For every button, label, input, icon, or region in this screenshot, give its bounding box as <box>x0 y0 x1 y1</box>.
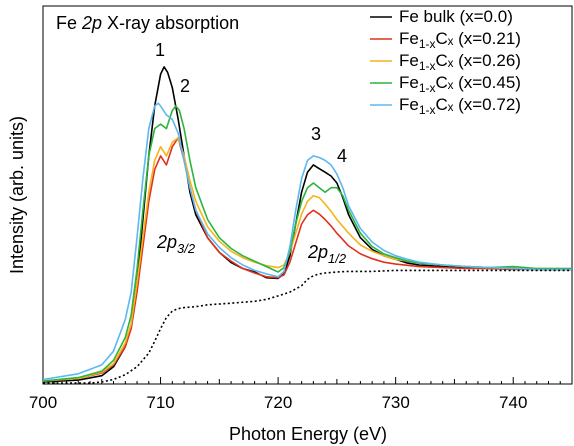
legend-entry-label: Fe1-xCₓ (x=0.45) <box>399 73 521 95</box>
peak-4-label: 4 <box>337 146 347 166</box>
edge-label-2p32: 2p3/2 <box>156 232 196 256</box>
x-tick-label: 730 <box>381 393 409 412</box>
x-axis-ticks: 700 710 720 730 740 <box>29 377 573 412</box>
legend-entry-label: Fe1-xCₓ (x=0.26) <box>399 51 521 73</box>
x-tick-label: 720 <box>264 393 292 412</box>
peak-2-label: 2 <box>180 76 190 96</box>
plot-frame <box>42 5 573 385</box>
series-line-1 <box>43 137 572 382</box>
legend-entry-label: Fe1-xCₓ (x=0.21) <box>399 29 521 51</box>
x-tick-label: 700 <box>29 393 57 412</box>
legend-entry-label: Fe1-xCₓ (x=0.72) <box>399 95 521 117</box>
series-layer <box>43 66 572 384</box>
legend-entry-label: Fe bulk (x=0.0) <box>399 7 513 26</box>
peak-1-label: 1 <box>155 40 165 60</box>
x-tick-label: 710 <box>146 393 174 412</box>
x-tick-label: 740 <box>499 393 527 412</box>
series-line-3 <box>43 105 572 382</box>
x-axis-title: Photon Energy (eV) <box>229 424 387 444</box>
legend: Fe bulk (x=0.0)Fe1-xCₓ (x=0.21)Fe1-xCₓ (… <box>370 7 521 117</box>
y-axis-title: Intensity (arb. units) <box>7 116 27 274</box>
chart-title: Fe 2p X-ray absorption <box>56 13 239 33</box>
background-step-line <box>43 269 572 384</box>
peak-3-label: 3 <box>311 124 321 144</box>
series-line-4 <box>43 102 572 381</box>
series-line-0 <box>43 66 572 383</box>
series-line-2 <box>43 137 572 382</box>
edge-label-2p12: 2p1/2 <box>307 242 347 266</box>
